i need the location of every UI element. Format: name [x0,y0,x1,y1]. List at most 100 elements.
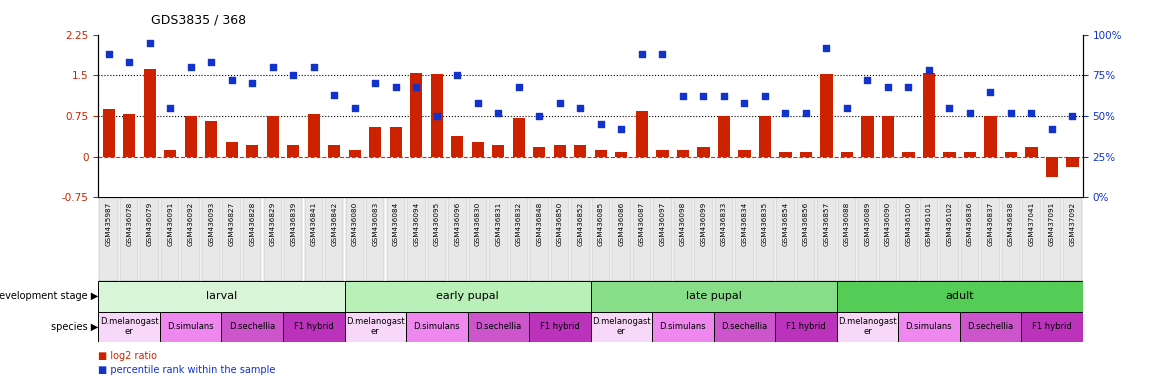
Text: ■ percentile rank within the sample: ■ percentile rank within the sample [98,365,276,375]
Point [427,113,446,119]
FancyBboxPatch shape [98,281,345,311]
FancyBboxPatch shape [714,197,733,281]
Text: GSM436833: GSM436833 [721,202,727,246]
FancyBboxPatch shape [161,197,179,281]
Point [1023,110,1041,116]
Bar [944,152,955,157]
Point [161,105,179,111]
Bar [984,116,997,157]
Text: D.simulans: D.simulans [168,322,214,331]
Text: GSM436086: GSM436086 [618,202,624,246]
Text: GSM436080: GSM436080 [352,202,358,246]
Text: GSM436100: GSM436100 [906,202,911,246]
Bar [431,74,442,157]
Bar [513,118,525,157]
Text: GSM436084: GSM436084 [393,202,398,246]
Text: D.simulans: D.simulans [906,322,952,331]
FancyBboxPatch shape [469,197,488,281]
FancyBboxPatch shape [837,197,856,281]
Point [366,80,384,86]
Point [550,100,569,106]
Point [961,110,980,116]
Bar [615,152,628,157]
Text: GSM436850: GSM436850 [557,202,563,246]
Text: GSM436834: GSM436834 [741,202,747,246]
Text: GSM436093: GSM436093 [208,202,214,246]
Point [201,59,220,65]
Bar [389,127,402,157]
Point [284,72,302,78]
FancyBboxPatch shape [613,197,631,281]
FancyBboxPatch shape [571,197,589,281]
FancyBboxPatch shape [1023,197,1041,281]
Text: GSM436092: GSM436092 [188,202,193,246]
Text: GSM437092: GSM437092 [1070,202,1076,246]
FancyBboxPatch shape [591,281,836,311]
Bar [862,116,873,157]
FancyBboxPatch shape [325,197,344,281]
Text: GSM436095: GSM436095 [434,202,440,246]
FancyBboxPatch shape [120,197,139,281]
Text: GSM436848: GSM436848 [536,202,542,246]
Point [571,105,589,111]
Point [919,67,938,73]
Bar [471,142,484,157]
FancyBboxPatch shape [550,197,569,281]
Bar [574,145,586,157]
Text: F1 hybrid: F1 hybrid [1032,322,1072,331]
Point [1042,126,1061,132]
Bar [328,145,340,157]
Bar [1025,147,1038,157]
Bar [923,73,936,157]
Text: D.sechellia: D.sechellia [967,322,1013,331]
FancyBboxPatch shape [98,311,160,342]
FancyBboxPatch shape [818,197,836,281]
Text: GSM436828: GSM436828 [249,202,255,246]
Bar [718,116,730,157]
Bar [636,111,648,157]
Text: larval: larval [206,291,237,301]
Text: GSM437091: GSM437091 [1049,202,1055,246]
Text: F1 hybrid: F1 hybrid [540,322,580,331]
Text: GSM436089: GSM436089 [864,202,871,246]
Text: GSM436102: GSM436102 [946,202,952,246]
FancyBboxPatch shape [961,197,980,281]
FancyBboxPatch shape [652,311,713,342]
Text: GSM436831: GSM436831 [496,202,501,246]
Bar [103,109,115,157]
Point [406,84,425,90]
Text: GSM436854: GSM436854 [783,202,789,246]
Bar [758,116,771,157]
Point [694,93,712,99]
FancyBboxPatch shape [836,281,1083,311]
FancyBboxPatch shape [653,197,672,281]
Bar [738,150,750,157]
Text: D.melanogast
er: D.melanogast er [838,317,896,336]
Bar [184,116,197,157]
Text: GSM436079: GSM436079 [147,202,153,246]
FancyBboxPatch shape [345,281,591,311]
Bar [820,74,833,157]
Point [489,110,507,116]
FancyBboxPatch shape [879,197,897,281]
Point [632,51,651,57]
Text: GSM436091: GSM436091 [167,202,174,246]
FancyBboxPatch shape [899,311,960,342]
Point [448,72,467,78]
Text: ■ log2 ratio: ■ log2 ratio [98,351,157,361]
Text: D.sechellia: D.sechellia [475,322,521,331]
Text: species ▶: species ▶ [51,322,98,332]
Bar [164,150,176,157]
Text: GSM436836: GSM436836 [967,202,973,246]
Text: GSM436841: GSM436841 [310,202,317,246]
FancyBboxPatch shape [222,197,241,281]
FancyBboxPatch shape [283,311,345,342]
Text: D.simulans: D.simulans [660,322,706,331]
Bar [554,145,566,157]
FancyBboxPatch shape [1042,197,1061,281]
Text: GSM436839: GSM436839 [291,202,296,246]
Text: GSM436096: GSM436096 [454,202,460,246]
FancyBboxPatch shape [674,197,692,281]
FancyBboxPatch shape [591,311,652,342]
Text: GSM436830: GSM436830 [475,202,481,246]
